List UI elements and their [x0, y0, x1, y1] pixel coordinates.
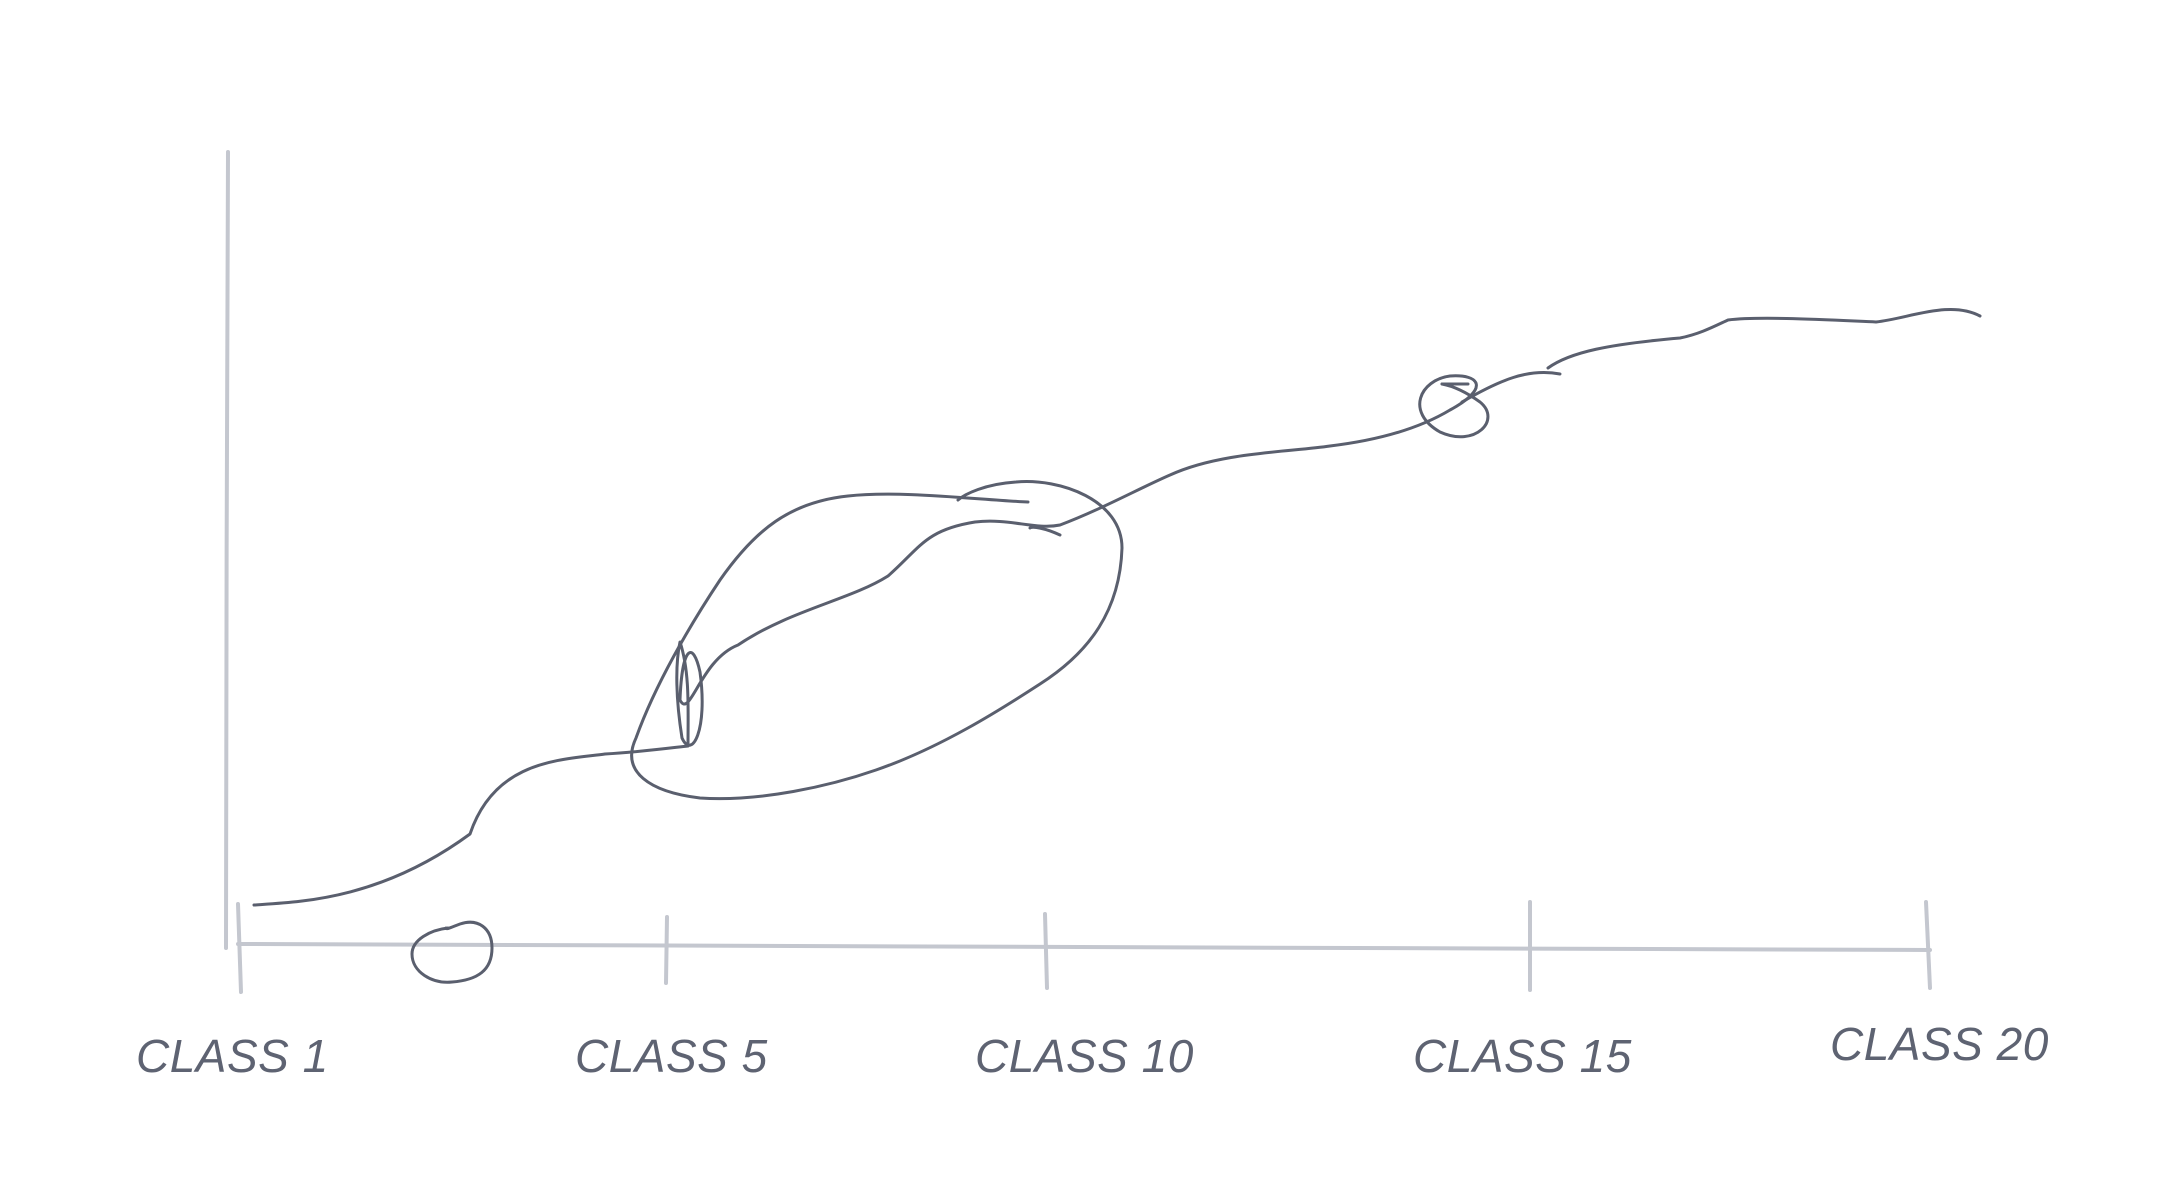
progression-loop — [630, 480, 1124, 801]
x-tick-label-class-15: CLASS 15 — [1413, 1030, 1632, 1082]
x-tick-class-1 — [236, 902, 243, 994]
axis-doodle-loop — [410, 920, 494, 984]
progression-curve-upper — [1440, 308, 1982, 404]
x-tick-class-10 — [1043, 912, 1049, 990]
x-tick-class-5 — [664, 915, 669, 985]
y-axis-line — [224, 150, 230, 950]
x-tick-label-class-5: CLASS 5 — [575, 1030, 768, 1082]
x-tick-label-class-20: CLASS 20 — [1830, 1018, 2049, 1070]
x-tick-label-class-1: CLASS 1 — [136, 1030, 329, 1082]
progression-curve — [252, 374, 1490, 907]
x-tick-class-20 — [1924, 900, 1932, 990]
progression-loop-tail — [1028, 525, 1062, 537]
x-axis-line — [236, 942, 1932, 952]
x-tick-label-class-10: CLASS 10 — [975, 1030, 1194, 1082]
